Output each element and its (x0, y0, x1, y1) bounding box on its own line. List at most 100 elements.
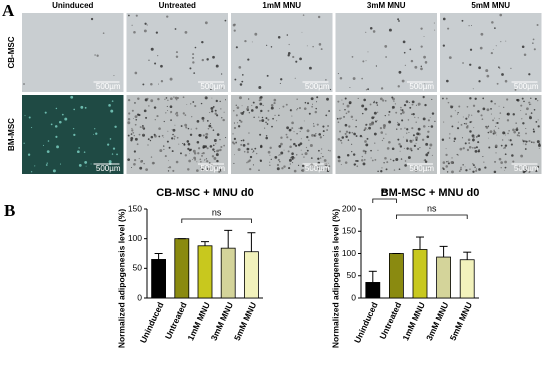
cell (417, 104, 419, 106)
cell (134, 137, 138, 141)
cell (279, 108, 281, 109)
cell (70, 95, 74, 99)
cell (361, 159, 364, 162)
cell (377, 170, 379, 173)
cell (518, 134, 521, 137)
cell (163, 145, 165, 147)
cell (407, 119, 410, 121)
cell (286, 34, 289, 36)
cell (352, 153, 356, 156)
cell (145, 116, 148, 119)
cell (255, 152, 258, 155)
cell (329, 88, 332, 91)
cell (398, 168, 401, 171)
cell (261, 119, 265, 123)
cell (137, 97, 140, 100)
cell (199, 158, 202, 161)
cell (266, 123, 269, 125)
cell (192, 57, 194, 59)
cell (248, 132, 250, 134)
cell (246, 147, 250, 151)
cell (502, 147, 504, 149)
cell (513, 130, 516, 134)
cell (169, 105, 173, 109)
cell (61, 113, 64, 116)
cell (528, 101, 531, 104)
cell (361, 112, 364, 115)
cell (235, 104, 237, 106)
cell (233, 142, 236, 145)
cell (469, 168, 471, 171)
cell (201, 154, 203, 157)
cell (427, 151, 430, 154)
cell (343, 116, 345, 118)
cell (201, 58, 204, 62)
cell (347, 139, 350, 141)
cell (458, 105, 461, 108)
cell (281, 167, 284, 170)
x-tick-label: 3mM MNU (424, 301, 450, 342)
cell (525, 132, 527, 135)
cell (141, 160, 143, 162)
cell (249, 167, 252, 171)
cell (450, 161, 454, 164)
cell (259, 112, 261, 114)
cell (494, 102, 496, 105)
cell (303, 107, 307, 110)
cell (492, 49, 494, 50)
cell (317, 15, 321, 19)
cell (376, 120, 378, 122)
cell (520, 155, 522, 157)
significance-label: ** (381, 187, 389, 197)
cell (155, 31, 158, 34)
cell (175, 160, 179, 164)
bar (220, 247, 236, 299)
cell (216, 159, 219, 163)
cell (173, 135, 176, 138)
cell (164, 155, 167, 158)
cell (196, 169, 199, 172)
cell (159, 149, 163, 153)
cell (337, 137, 341, 141)
scale-bar-label: 500µm (514, 164, 539, 173)
column-label: 5mM MNU (471, 1, 510, 10)
cell (434, 120, 436, 122)
cell (412, 139, 414, 141)
cell (139, 126, 142, 128)
cell (451, 157, 453, 159)
cell (235, 46, 238, 49)
cell (414, 169, 418, 172)
column-label: 1mM MNU (262, 1, 301, 10)
cell (472, 138, 475, 142)
cell (311, 105, 314, 108)
cell (371, 159, 374, 162)
cell (270, 103, 274, 107)
cell (442, 44, 445, 47)
cell (289, 145, 292, 149)
cell (328, 110, 331, 112)
cell (236, 122, 239, 124)
cell (528, 140, 531, 143)
cell (278, 145, 282, 148)
cell (430, 125, 434, 128)
cell (482, 107, 486, 111)
cell (353, 132, 356, 136)
cell (168, 146, 171, 149)
significance-bracket (372, 198, 397, 203)
cell (154, 119, 156, 121)
cell (167, 110, 169, 112)
cell (365, 124, 367, 126)
cell (400, 158, 403, 160)
cell (172, 133, 174, 136)
cell (516, 134, 519, 137)
cell (142, 133, 145, 137)
cell (212, 129, 215, 131)
scale-bar-label: 500µm (96, 82, 121, 91)
cell (486, 108, 490, 112)
cell (299, 142, 303, 146)
cell (388, 110, 391, 113)
cell (504, 144, 508, 147)
cell (217, 149, 220, 152)
cell (293, 169, 297, 173)
cell (248, 112, 250, 114)
